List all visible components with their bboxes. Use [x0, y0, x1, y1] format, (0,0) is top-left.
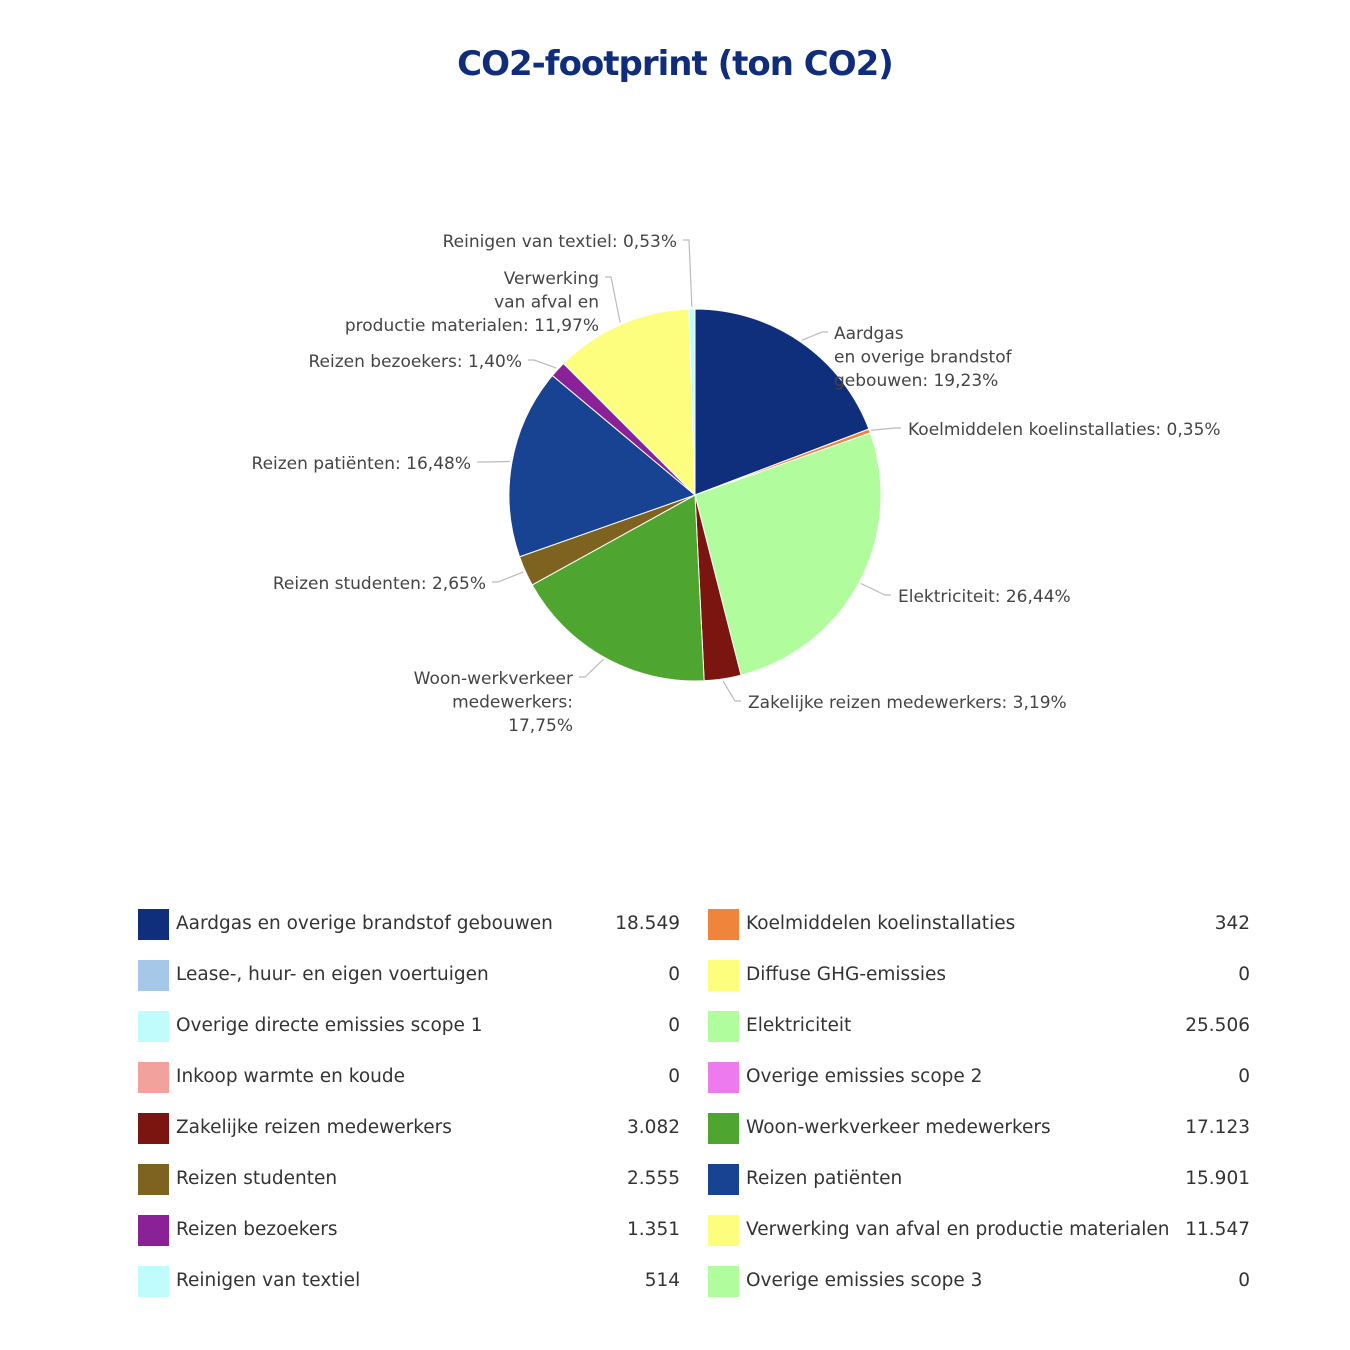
legend-value: 0 [1238, 1270, 1250, 1291]
legend-name: Reizen bezoekers [176, 1219, 338, 1240]
pie-slices [508, 308, 882, 682]
legend-value: 0 [668, 964, 680, 985]
leader-line-4 [722, 680, 741, 702]
pie-slice-10 [688, 308, 696, 496]
legend-value: 18.549 [615, 913, 680, 934]
slice-label-5: Woon-werkverkeer medewerkers: 17,75% [414, 669, 573, 736]
legend-value: 0 [668, 1066, 680, 1087]
slice-label-1: Aardgas en overige brandstof gebouwen: 19,… [834, 324, 1013, 391]
legend-item: Woon-werkverkeer medewerkers 17.123 [708, 1112, 1250, 1144]
legend-swatch [708, 1266, 739, 1297]
leader-line-2 [871, 427, 901, 431]
slice-label-2: Koelmiddelen koelinstallaties: 0,35% [908, 420, 1221, 440]
leader-line-9 [605, 276, 621, 323]
legend-name: Lease-, huur- en eigen voertuigen [176, 964, 489, 985]
legend-swatch [708, 1164, 739, 1195]
leader-line-3 [860, 582, 891, 596]
leader-line-7 [477, 460, 511, 463]
legend-swatch [138, 960, 169, 991]
pie-slice-9 [562, 308, 696, 497]
legend-value: 0 [1238, 1066, 1250, 1087]
legend-name: Verwerking van afval en productie materi… [746, 1219, 1170, 1240]
leader-line-8 [528, 359, 557, 369]
slice-label-3: Elektriciteit: 26,44% [898, 587, 1071, 607]
slice-labels: Aardgas en overige brandstof gebouwen: 19,… [252, 232, 1221, 736]
legend-value: 0 [668, 1015, 680, 1036]
legend-name: Reizen patiënten [746, 1168, 903, 1189]
pie-chart: Aardgas en overige brandstof gebouwen: 19,… [252, 232, 1221, 736]
legend-swatch [138, 1011, 169, 1042]
legend-swatch [138, 1062, 169, 1093]
legend-name: Aardgas en overige brandstof gebouwen [176, 913, 553, 934]
legend-swatch [138, 909, 169, 940]
leader-line-10 [683, 239, 693, 308]
legend-name: Overige directe emissies scope 1 [176, 1015, 483, 1036]
legend-name: Reinigen van textiel [176, 1270, 361, 1291]
legend-item: Inkoop warmte en koude 0 [138, 1061, 680, 1093]
pie-slice-7 [508, 374, 696, 558]
legend-item: Reizen bezoekers 1.351 [138, 1214, 680, 1246]
slice-label-7: Reizen patiënten: 16,48% [252, 454, 471, 474]
slice-label-9: Verwerking van afval en productie material… [345, 269, 599, 336]
legend-value: 17.123 [1185, 1117, 1250, 1138]
legend-item: Overige emissies scope 3 0 [708, 1265, 1250, 1297]
legend-swatch [138, 1164, 169, 1195]
legend-item: Overige emissies scope 2 0 [708, 1061, 1250, 1093]
slice-label-4: Zakelijke reizen medewerkers: 3,19% [748, 693, 1067, 713]
legend-value: 3.082 [627, 1117, 680, 1138]
pie-slice-5 [531, 494, 705, 682]
legend-item: Reizen patiënten 15.901 [708, 1163, 1250, 1195]
legend-swatch [138, 1266, 169, 1297]
leader-line-1 [801, 331, 828, 341]
legend-item: Diffuse GHG-emissies 0 [708, 959, 1250, 991]
legend-value: 0 [1238, 964, 1250, 985]
legend-name: Koelmiddelen koelinstallaties [746, 913, 1016, 934]
legend-item: Elektriciteit 25.506 [708, 1010, 1250, 1042]
pie-slice-3 [694, 432, 882, 676]
legend-swatch [708, 909, 739, 940]
legend-swatch [138, 1113, 169, 1144]
legend-value: 11.547 [1185, 1219, 1250, 1240]
legend-swatch [708, 1113, 739, 1144]
legend-name: Overige emissies scope 3 [746, 1270, 983, 1291]
legend-value: 15.901 [1185, 1168, 1250, 1189]
legend-value: 514 [644, 1270, 680, 1291]
legend-item: Koelmiddelen koelinstallaties 342 [708, 908, 1250, 940]
legend-swatch [708, 1062, 739, 1093]
legend-value: 25.506 [1185, 1015, 1250, 1036]
legend-item: Overige directe emissies scope 1 0 [138, 1010, 680, 1042]
slice-label-8: Reizen bezoekers: 1,40% [308, 352, 522, 372]
legend-item: Verwerking van afval en productie materi… [708, 1214, 1250, 1246]
legend-item: Aardgas en overige brandstof gebouwen 18.… [138, 908, 680, 940]
legend-name: Reizen studenten [176, 1168, 338, 1189]
pie-slice-1 [694, 308, 870, 496]
legend-name: Diffuse GHG-emissies [746, 964, 946, 985]
legend-name: Woon-werkverkeer medewerkers [746, 1117, 1051, 1138]
legend-name: Zakelijke reizen medewerkers [176, 1117, 452, 1138]
legend-item: Reizen studenten 2.555 [138, 1163, 680, 1195]
legend-item: Zakelijke reizen medewerkers 3.082 [138, 1112, 680, 1144]
legend-swatch [708, 960, 739, 991]
legend-swatch [138, 1215, 169, 1246]
leader-line-5 [579, 658, 604, 678]
legend-value: 2.555 [627, 1168, 680, 1189]
legend-value: 1.351 [627, 1219, 680, 1240]
leader-lines [477, 239, 901, 702]
slice-label-10: Reinigen van textiel: 0,53% [443, 232, 677, 252]
legend-item: Lease-, huur- en eigen voertuigen 0 [138, 959, 680, 991]
leader-line-6 [492, 571, 524, 583]
legend-value: 342 [1214, 913, 1250, 934]
legend-name: Inkoop warmte en koude [176, 1066, 405, 1087]
legend-swatch [708, 1215, 739, 1246]
legend-item: Reinigen van textiel 514 [138, 1265, 680, 1297]
slice-label-6: Reizen studenten: 2,65% [273, 574, 486, 594]
legend-swatch [708, 1011, 739, 1042]
legend-name: Overige emissies scope 2 [746, 1066, 983, 1087]
chart-title: CO2-footprint (ton CO2) [457, 44, 894, 84]
legend-name: Elektriciteit [746, 1015, 852, 1036]
